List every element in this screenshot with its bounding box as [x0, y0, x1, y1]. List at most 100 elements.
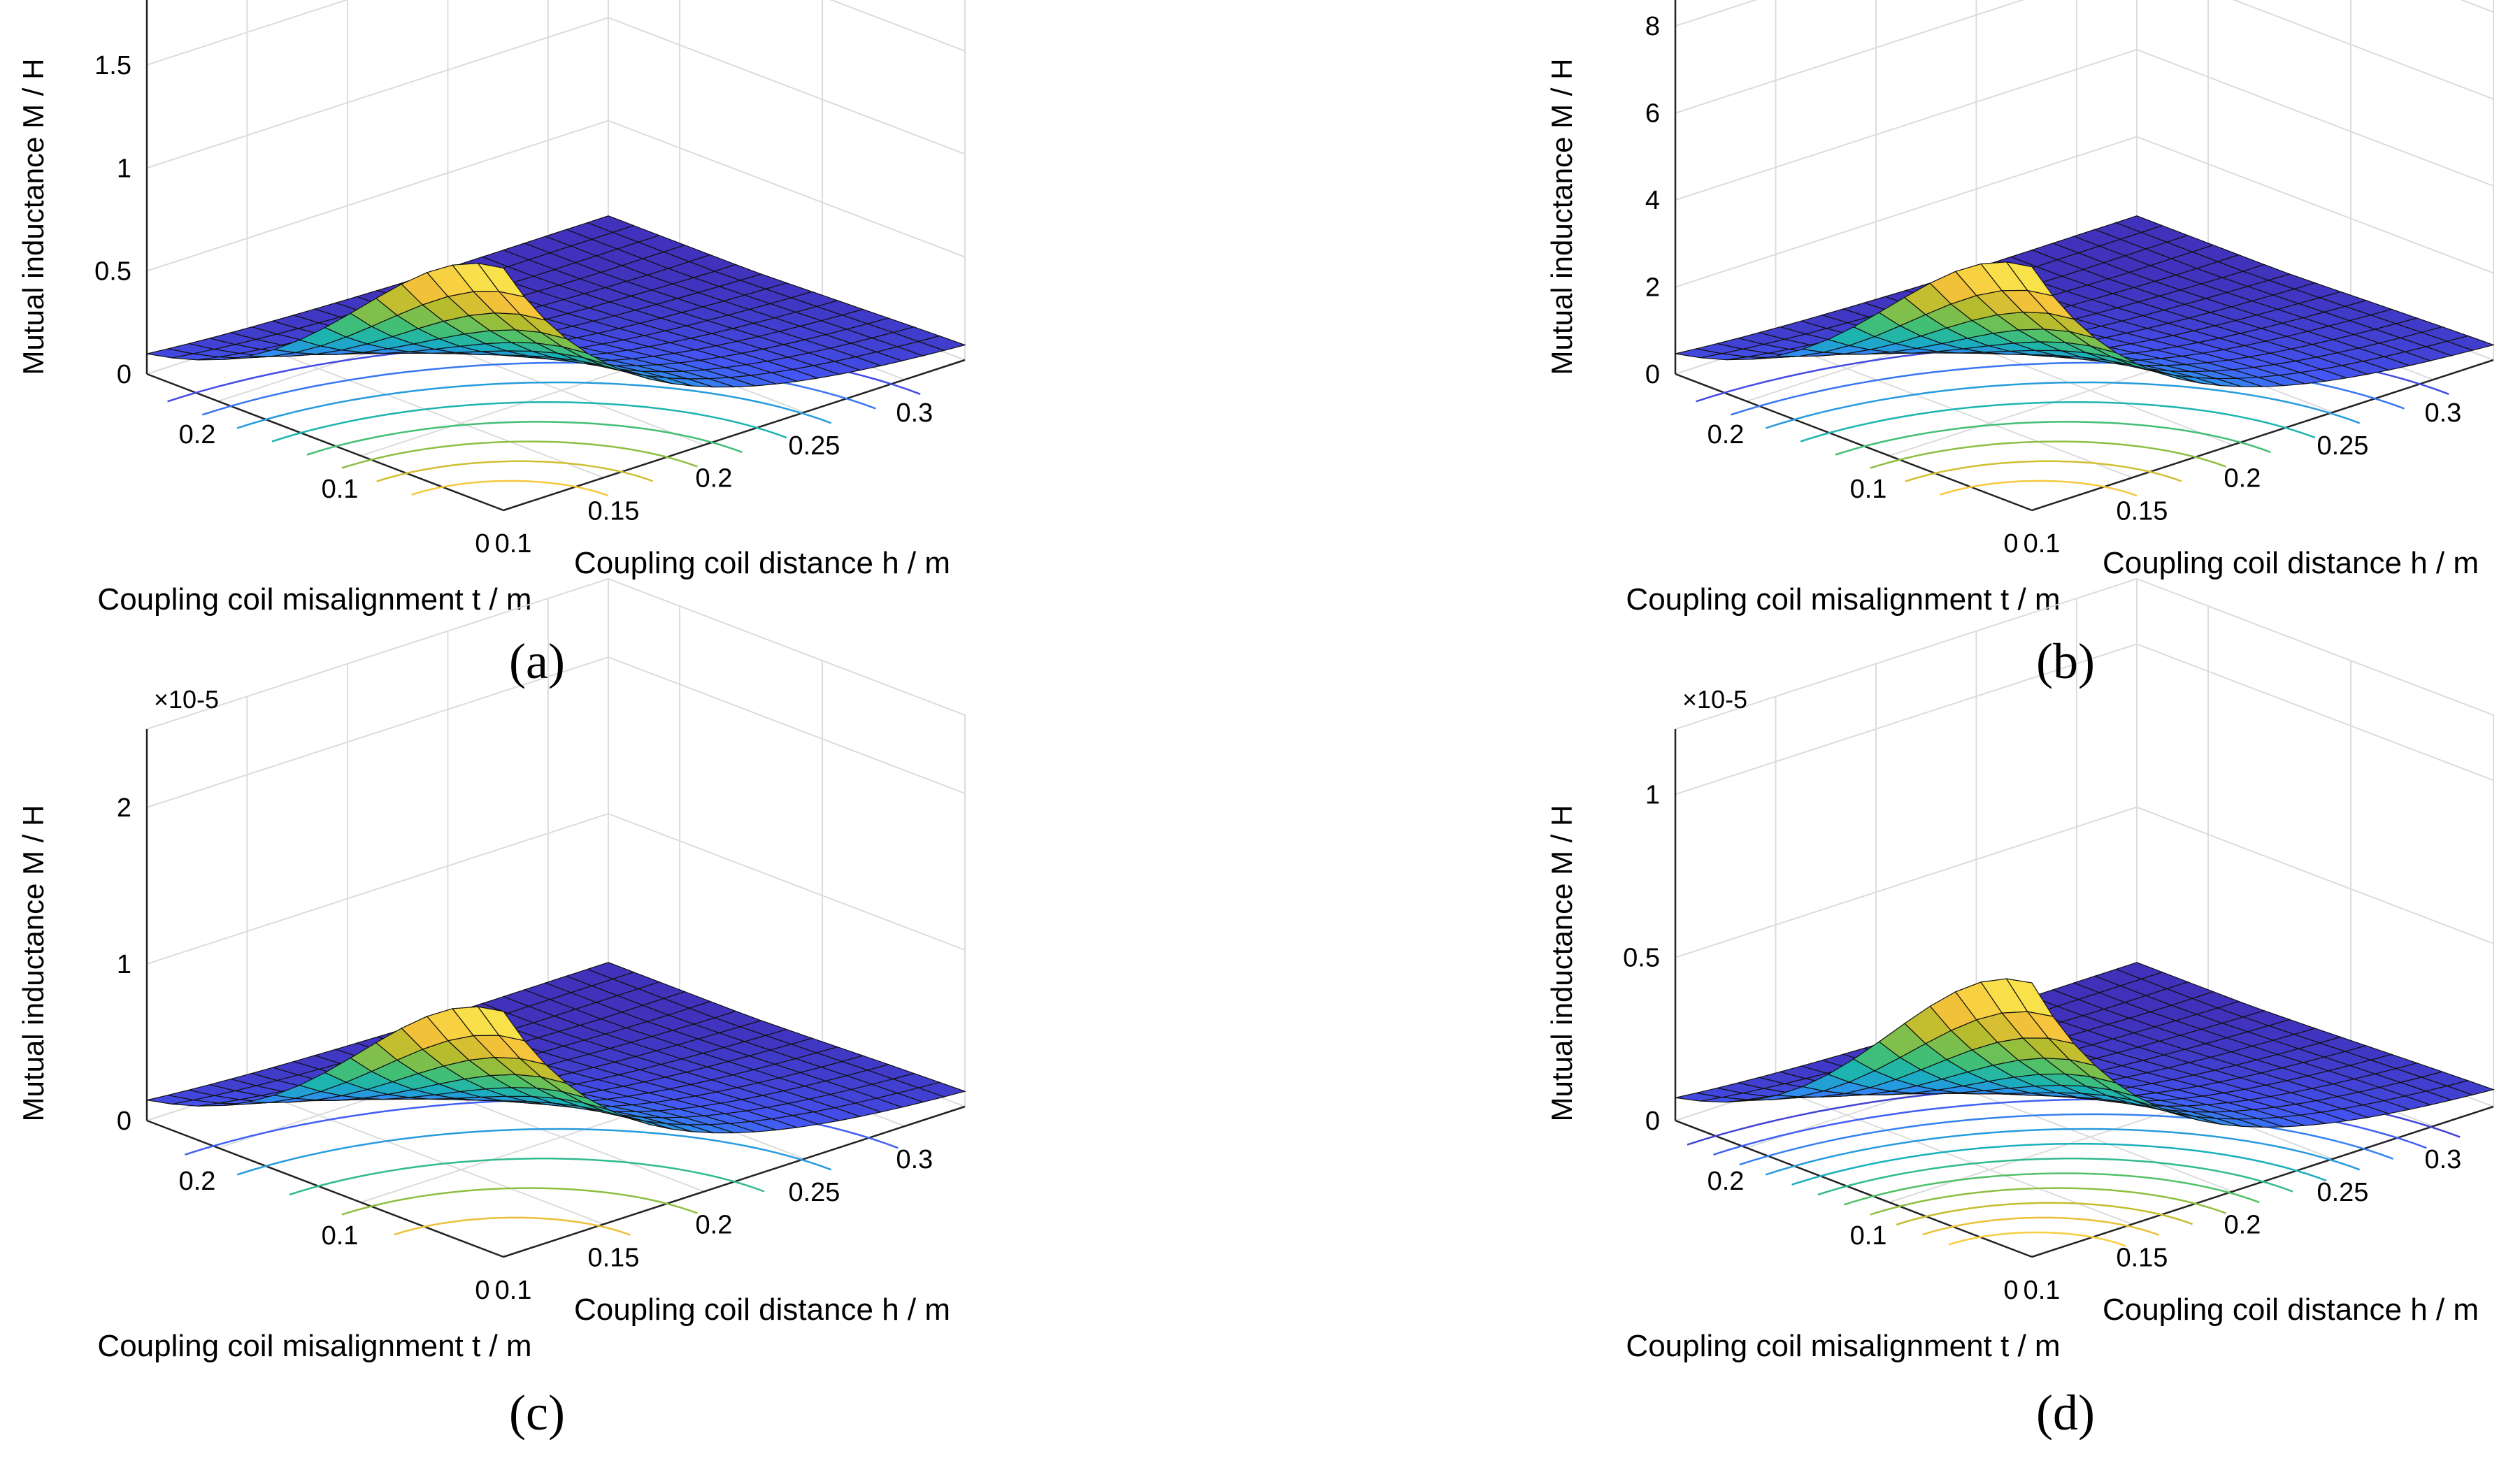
contour-line-7: [1844, 1172, 2260, 1206]
y-axis-label: Coupling coil misalignment t / m: [97, 1329, 531, 1363]
x-tick-label: 0.1: [495, 529, 532, 559]
x-tick-label: 0.1: [495, 1276, 532, 1305]
x-tick-label: 0.15: [2116, 496, 2168, 526]
x-tick-label: 0.2: [696, 464, 733, 494]
grid-line-floor: [1775, 1087, 2133, 1225]
grid-line-z: [146, 812, 966, 965]
surface-cell: [2005, 261, 2054, 297]
y-tick-label: 0.1: [1850, 475, 1887, 504]
z-tick-label: 2: [117, 793, 131, 823]
axis-t: [1675, 1119, 2033, 1258]
x-tick-label: 0.3: [896, 398, 933, 428]
z-exponent: ×10-5: [1682, 685, 1747, 714]
chart-b: 024680.10.150.20.250.300.10.2×10-6Coupli…: [1545, 0, 2496, 617]
contour-line-9: [1896, 1202, 2193, 1226]
y-tick-label: 0: [475, 529, 489, 559]
panel-label-a: (a): [509, 633, 565, 689]
grid-line-z: [146, 0, 966, 66]
z-tick-label: 4: [1645, 186, 1660, 215]
contour-line-5: [1835, 421, 2271, 456]
grid-line-z: [146, 120, 966, 272]
x-tick-label: 0.2: [2224, 1211, 2261, 1240]
y-tick-label: 0.2: [179, 420, 216, 449]
contour-line-6: [1870, 440, 2226, 469]
chart-a: 00.511.50.10.150.20.250.300.10.2×10-5Cou…: [17, 0, 967, 617]
y-tick-label: 0.2: [1708, 1167, 1745, 1196]
x-tick-label: 0.15: [587, 496, 639, 526]
contour-line-3: [1765, 381, 2361, 429]
x-tick-label: 0.25: [2317, 1178, 2368, 1207]
contour-line-4: [1800, 401, 2316, 442]
z-tick-label: 0: [1645, 360, 1660, 389]
y-tick-label: 0: [2003, 1276, 2018, 1305]
z-tick-label: 8: [1645, 12, 1660, 41]
axis-h: [503, 359, 966, 512]
z-tick-label: 0: [117, 360, 131, 389]
x-tick-label: 0.15: [2116, 1243, 2168, 1272]
x-tick-label: 0.3: [2424, 398, 2461, 428]
contour-line-3: [289, 1158, 765, 1196]
y-axis-label: Coupling coil misalignment t / m: [1626, 1329, 2060, 1363]
panel-label-d: (d): [2036, 1385, 2095, 1441]
grid-line-z: [1675, 49, 2494, 201]
surface-cell: [477, 262, 526, 298]
x-axis-label: Coupling coil distance h / m: [2103, 1293, 2479, 1327]
surface-cell: [477, 1006, 526, 1042]
axis-t: [146, 1119, 504, 1258]
contour-line-7: [1905, 460, 2182, 482]
x-tick-label: 0.3: [2424, 1145, 2461, 1174]
surface-cell: [2005, 978, 2054, 1017]
y-tick-label: 0.2: [1708, 420, 1745, 449]
contour-line-3: [236, 381, 832, 429]
grid-line-z: [1675, 0, 2494, 114]
z-tick-label: 0: [117, 1107, 131, 1136]
z-tick-label: 0.5: [1623, 944, 1660, 973]
grid-line-z: [146, 17, 966, 169]
grid-line-z: [146, 656, 966, 808]
contour-line-8: [1870, 1187, 2226, 1216]
z-tick-label: 1: [117, 154, 131, 183]
grid-line-z: [1675, 643, 2494, 796]
chart-d: 00.510.10.150.20.250.300.10.2×10-5Coupli…: [1545, 577, 2496, 1363]
x-axis-label: Coupling coil distance h / m: [2103, 546, 2479, 580]
x-tick-label: 0.25: [2317, 431, 2368, 461]
contour-line-8: [1940, 480, 2138, 497]
y-tick-label: 0.1: [1850, 1221, 1887, 1251]
x-axis-label: Coupling coil distance h / m: [574, 546, 950, 580]
contour-line-5: [306, 421, 743, 456]
z-tick-label: 1: [117, 950, 131, 979]
z-tick-label: 1: [1645, 780, 1660, 809]
contour-line-3: [1739, 1113, 2393, 1166]
contour-line-10: [1922, 1216, 2160, 1236]
z-axis-label: Mutual inductance M / H: [17, 59, 50, 375]
contour-line-5: [394, 1216, 631, 1236]
contour-line-2: [236, 1128, 832, 1176]
z-tick-label: 0.5: [94, 257, 131, 287]
x-tick-label: 0.2: [696, 1211, 733, 1240]
z-exponent: ×10-5: [154, 685, 219, 714]
axis-h: [2031, 359, 2494, 512]
panel-label-b: (b): [2036, 633, 2095, 689]
z-tick-label: 1.5: [94, 51, 131, 80]
z-tick-label: 2: [1645, 273, 1660, 303]
x-tick-label: 0.2: [2224, 464, 2261, 494]
y-axis-label: Coupling coil misalignment t / m: [1626, 582, 2060, 617]
x-axis-label: Coupling coil distance h / m: [574, 1293, 950, 1327]
y-tick-label: 0.1: [322, 1221, 359, 1251]
grid-line-z: [1675, 806, 2494, 958]
y-tick-label: 0.1: [322, 475, 359, 504]
y-axis-label: Coupling coil misalignment t / m: [97, 582, 531, 617]
y-tick-label: 0: [475, 1276, 489, 1305]
y-tick-label: 0.2: [179, 1167, 216, 1196]
contour-line-4: [341, 1187, 698, 1216]
grid-line-z: [1675, 0, 2494, 27]
contour-line-4: [1765, 1128, 2361, 1176]
contour-line-8: [411, 480, 609, 497]
z-tick-label: 0: [1645, 1107, 1660, 1136]
x-tick-label: 0.3: [896, 1145, 933, 1174]
x-tick-label: 0.1: [2024, 529, 2061, 559]
x-tick-label: 0.25: [788, 431, 840, 461]
contour-line-7: [376, 460, 654, 482]
x-tick-label: 0.1: [2024, 1276, 2061, 1305]
